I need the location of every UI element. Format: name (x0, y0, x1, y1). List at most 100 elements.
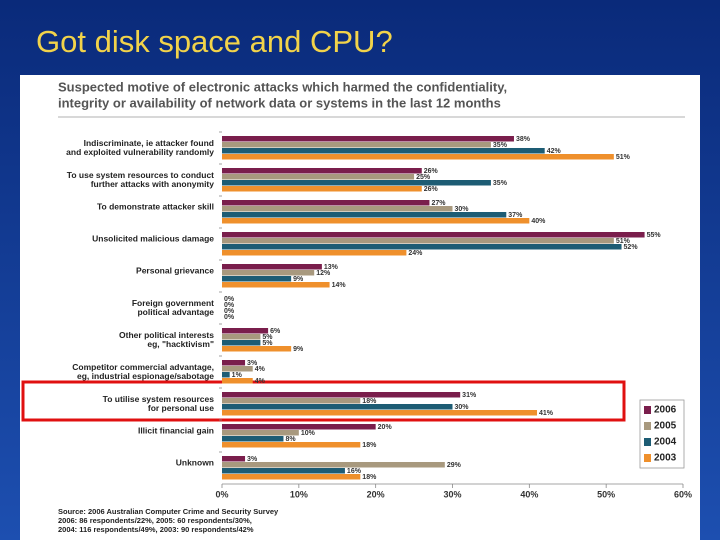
value-label: 12% (316, 270, 331, 277)
value-label: 26% (424, 168, 439, 175)
value-label: 16% (347, 468, 362, 475)
value-label: 35% (493, 142, 508, 149)
value-label: 18% (362, 474, 377, 481)
value-label: 6% (270, 328, 281, 335)
bar (222, 404, 453, 410)
value-label: 42% (547, 148, 562, 155)
value-label: 25% (416, 174, 431, 181)
bar (222, 168, 422, 174)
bar (222, 180, 491, 186)
bar (222, 378, 253, 384)
value-label: 18% (362, 398, 377, 405)
bar (222, 186, 422, 192)
category-label: eg, industrial espionage/sabotage (77, 371, 214, 381)
bar (222, 392, 461, 398)
value-label: 5% (262, 340, 273, 347)
category-label: Personal grievance (136, 265, 214, 275)
bar (222, 360, 246, 366)
bar (222, 372, 230, 378)
bar (222, 264, 322, 270)
bar (222, 174, 415, 180)
highlight-box (21, 380, 626, 422)
bar (222, 142, 491, 148)
bar (222, 250, 407, 256)
category-label: Unsolicited malicious damage (92, 233, 214, 243)
x-tick-label: 60% (674, 489, 692, 499)
value-label: 24% (408, 250, 423, 257)
bar (222, 430, 299, 436)
source-note: 2004: 116 respondents/49%, 2003: 90 resp… (58, 525, 254, 534)
bar (222, 456, 246, 462)
value-label: 1% (232, 372, 243, 379)
category-label: Competitor commercial advantage, (72, 362, 214, 372)
bar (222, 206, 453, 212)
bar (222, 136, 514, 142)
value-label: 37% (508, 212, 523, 219)
bar (222, 366, 253, 372)
value-label: 4% (255, 366, 266, 373)
bar (222, 474, 361, 480)
value-label: 41% (539, 410, 554, 417)
bar (222, 200, 430, 206)
value-label: 18% (362, 442, 377, 449)
category-label: To demonstrate attacker skill (97, 201, 214, 211)
category-label: Illicit financial gain (138, 425, 214, 435)
value-label: 20% (378, 424, 393, 431)
x-tick-label: 0% (215, 489, 228, 499)
legend-label: 2004 (654, 437, 677, 448)
legend-swatch (644, 438, 651, 446)
bar (222, 218, 530, 224)
value-label: 55% (647, 232, 662, 239)
category-label: Indiscriminate, ie attacker found (84, 138, 214, 148)
chart-title: Suspected motive of electronic attacks w… (58, 79, 507, 94)
value-label: 4% (255, 378, 266, 385)
bar (222, 334, 261, 340)
legend-swatch (644, 422, 651, 430)
value-label: 29% (447, 462, 462, 469)
value-label: 10% (301, 430, 316, 437)
legend-swatch (644, 454, 651, 462)
bar (222, 462, 445, 468)
bar (222, 270, 315, 276)
category-label: Foreign government (132, 298, 214, 308)
legend-label: 2005 (654, 421, 677, 432)
bar (222, 238, 614, 244)
category-label: Unknown (176, 457, 214, 467)
bar (222, 244, 622, 250)
x-tick-label: 40% (520, 489, 538, 499)
bar (222, 410, 538, 416)
value-label: 40% (531, 218, 546, 225)
bar (222, 468, 345, 474)
category-label: for personal use (148, 403, 214, 413)
category-label: and exploited vulnerability randomly (66, 147, 214, 157)
value-label: 0% (224, 308, 235, 315)
x-tick-label: 10% (290, 489, 308, 499)
value-label: 26% (424, 186, 439, 193)
value-label: 5% (262, 334, 273, 341)
bar (222, 424, 376, 430)
value-label: 30% (455, 206, 470, 213)
x-tick-label: 50% (597, 489, 615, 499)
bar (222, 154, 614, 160)
chart-title: integrity or availability of network dat… (58, 95, 501, 110)
value-label: 9% (293, 346, 304, 353)
slide-title: Got disk space and CPU? (36, 24, 393, 59)
x-tick-label: 20% (367, 489, 385, 499)
value-label: 8% (285, 436, 296, 443)
bar (222, 276, 292, 282)
category-label: Other political interests (119, 330, 214, 340)
category-label: further attacks with anonymity (91, 179, 215, 189)
value-label: 0% (224, 314, 235, 321)
bar (222, 232, 645, 238)
value-label: 52% (624, 244, 639, 251)
value-label: 0% (224, 302, 235, 309)
bar (222, 212, 507, 218)
value-label: 38% (516, 136, 531, 143)
category-label: To utilise system resources (103, 394, 215, 404)
legend-swatch (644, 406, 651, 414)
value-label: 35% (493, 180, 508, 187)
legend-label: 2003 (654, 453, 677, 464)
bar (222, 328, 269, 334)
bar (222, 398, 361, 404)
